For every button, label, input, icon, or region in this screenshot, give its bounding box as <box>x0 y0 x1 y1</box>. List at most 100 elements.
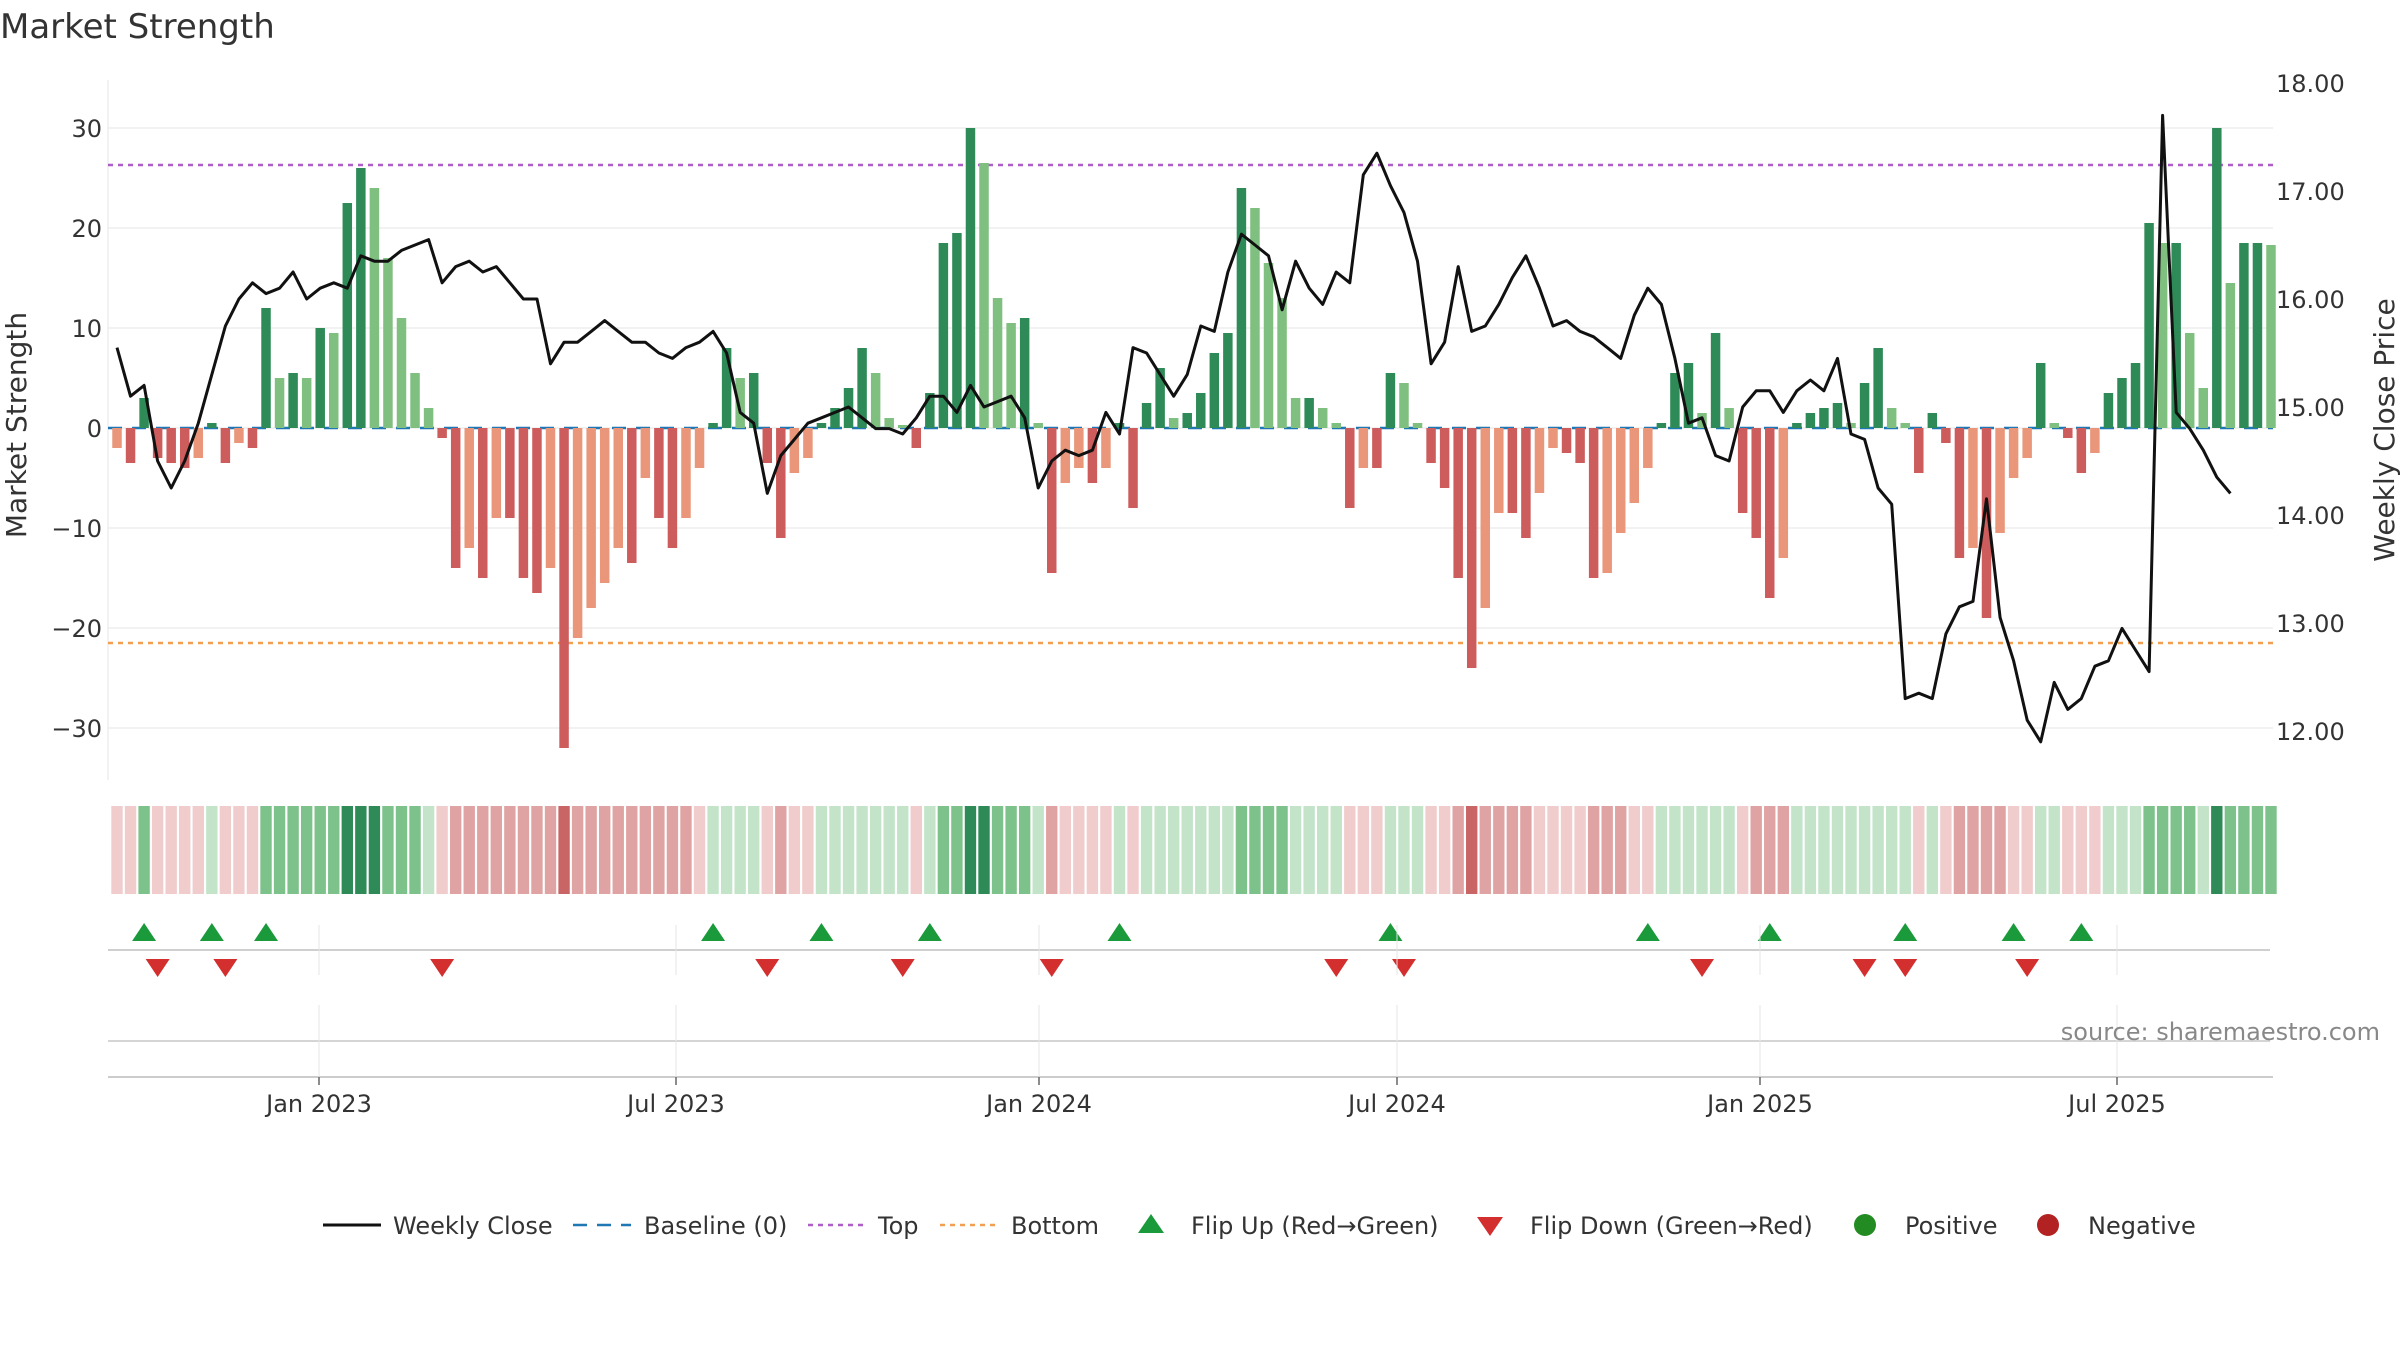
band-cell <box>233 806 245 894</box>
band-cell <box>910 806 922 894</box>
band-cell <box>761 806 773 894</box>
band-cell <box>1452 806 1464 894</box>
strength-bar <box>437 428 447 438</box>
flip-down-marker <box>1690 959 1715 977</box>
chart-title: Market Strength <box>0 7 275 47</box>
strength-bar <box>383 258 393 428</box>
strength-bar <box>1277 298 1287 428</box>
band-cell <box>2211 806 2223 894</box>
legend-label: Positive <box>1905 1212 1998 1240</box>
band-cell <box>1344 806 1356 894</box>
band-cell <box>111 806 123 894</box>
strength-bar <box>748 373 759 428</box>
strength-bar <box>613 428 623 548</box>
strength-bar <box>166 428 176 463</box>
flip-down-marker <box>1391 959 1416 977</box>
strength-bar <box>2252 243 2263 428</box>
band-cell <box>2062 806 2074 894</box>
band-cell <box>355 806 367 894</box>
band-cell <box>937 806 950 894</box>
strength-bar <box>1927 413 1938 428</box>
band-cell <box>1466 806 1478 894</box>
strength-bars <box>112 128 2276 748</box>
band-cell <box>1303 806 1315 894</box>
strength-bar <box>897 425 908 428</box>
band-cell <box>409 806 421 894</box>
strength-bar <box>2144 223 2154 428</box>
left-tick-label: 10 <box>71 315 102 343</box>
right-tick-label: 14.00 <box>2276 502 2345 530</box>
x-tick-label: Jan 2023 <box>264 1090 372 1118</box>
x-tick-label: Jan 2025 <box>1705 1090 1813 1118</box>
band-cell <box>1560 806 1573 894</box>
reference-lines <box>108 163 2273 645</box>
strength-bar <box>1521 428 1531 538</box>
strength-bar <box>1778 428 1789 558</box>
x-tick-label: Jul 2025 <box>2066 1090 2166 1118</box>
strength-bar <box>1629 428 1640 503</box>
band-cell <box>1371 806 1383 894</box>
band-cell <box>1533 806 1546 894</box>
weekly-close-line <box>115 113 2232 744</box>
flip-down-marker <box>890 959 915 977</box>
strength-bar <box>1453 428 1463 578</box>
strength-bar <box>207 423 217 428</box>
strength-bar <box>450 428 461 568</box>
strength-bar <box>789 428 800 473</box>
band-cell <box>788 806 801 894</box>
flip-up-marker <box>254 923 279 941</box>
band-cell <box>1953 806 1966 894</box>
strength-bar <box>1724 408 1734 428</box>
band-cell <box>531 806 543 894</box>
strength-bar <box>816 423 827 428</box>
band-cell <box>1940 806 1952 894</box>
strength-bar <box>1737 428 1748 513</box>
band-cell <box>978 806 990 894</box>
strength-bar <box>1385 373 1396 428</box>
strength-bar <box>234 428 244 443</box>
strength-bar <box>1588 428 1599 578</box>
strength-bar <box>2157 243 2168 428</box>
band-cell <box>585 806 597 894</box>
band-cell <box>1723 806 1735 894</box>
strength-bar <box>952 233 962 428</box>
band-cell <box>599 806 611 894</box>
source-credit: source: sharemaestro.com <box>2061 1018 2380 1046</box>
band-cell <box>612 806 624 894</box>
strength-bar <box>1941 428 1951 443</box>
band-cell <box>1398 806 1410 894</box>
strength-bar <box>1710 333 1721 428</box>
legend-label: Weekly Close <box>393 1212 553 1240</box>
strength-bar <box>1155 368 1165 428</box>
band-cell <box>1845 806 1857 894</box>
band-cell <box>1615 806 1627 894</box>
flip-down-marker <box>1852 959 1877 977</box>
flip-up-marker <box>701 923 726 941</box>
band-cell <box>1682 806 1695 894</box>
left-tick-label: 20 <box>71 215 102 243</box>
strength-bar <box>532 428 542 593</box>
band-cell <box>1764 806 1776 894</box>
band-cell <box>1479 806 1491 894</box>
band-cell <box>1899 806 1911 894</box>
band-cell <box>300 806 313 894</box>
strength-bar <box>1602 428 1612 573</box>
band-cell <box>2238 806 2250 894</box>
strength-bar <box>1372 428 1382 468</box>
band-cell <box>558 806 570 894</box>
band-cell <box>1059 806 1071 894</box>
band-cell <box>815 806 828 894</box>
band-cell <box>1655 806 1668 894</box>
strength-bar <box>2117 378 2127 428</box>
band-cell <box>436 806 448 894</box>
strength-bar <box>1033 423 1043 428</box>
strength-bar <box>776 428 786 538</box>
strength-bar <box>1819 408 1829 428</box>
x-tick-label: Jul 2023 <box>625 1090 725 1118</box>
strength-bar <box>925 393 935 428</box>
band-cell <box>206 806 218 894</box>
band-cell <box>1127 806 1139 894</box>
band-cell <box>1628 806 1640 894</box>
band-cell <box>897 806 909 894</box>
strength-bar <box>1412 423 1423 428</box>
